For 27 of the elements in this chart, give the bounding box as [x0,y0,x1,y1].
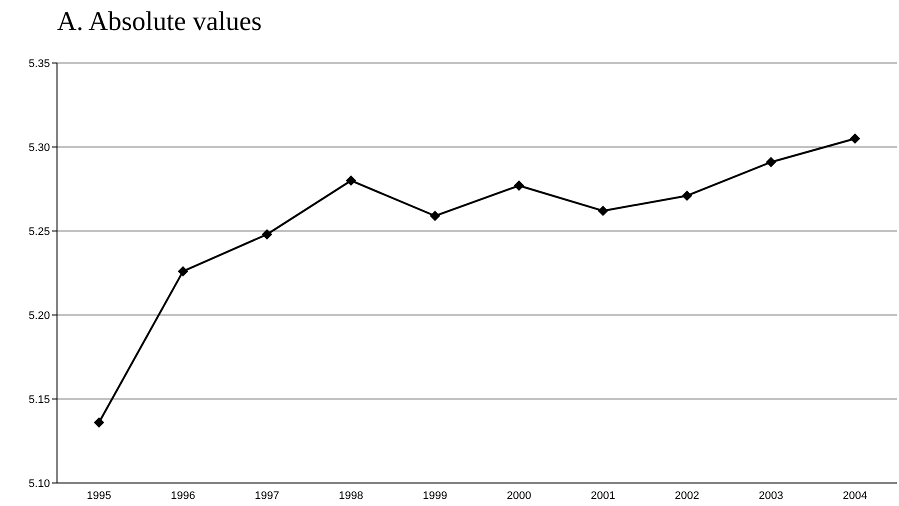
point [682,190,692,201]
x-tick-label: 1997 [254,490,280,502]
x-tick-label: 2000 [506,490,532,502]
point [346,176,356,186]
x-tick-label: 1999 [422,490,448,502]
x-tick-label: 2001 [590,490,616,502]
x-tick-label: 1995 [86,490,112,502]
point [850,134,860,144]
x-tick-label: 1996 [170,490,196,502]
x-tick-label: 1998 [338,490,364,502]
y-tick-label: 5.15 [28,394,50,406]
point [178,266,188,276]
point [514,180,524,191]
point [94,418,104,428]
y-tick-label: 5.35 [28,58,50,70]
point [430,210,440,221]
point [766,157,776,168]
y-tick-label: 5.30 [28,142,50,154]
x-tick-label: 2002 [674,490,700,502]
y-tick-label: 5.20 [28,310,50,322]
point [598,206,608,216]
x-tick-label: 2004 [842,490,868,502]
y-tick-label: 5.25 [28,226,50,238]
x-tick-label: 2003 [758,490,784,502]
chart-title: A. Absolute values [57,6,262,37]
y-tick-label: 5.10 [28,478,50,490]
point [262,229,272,240]
